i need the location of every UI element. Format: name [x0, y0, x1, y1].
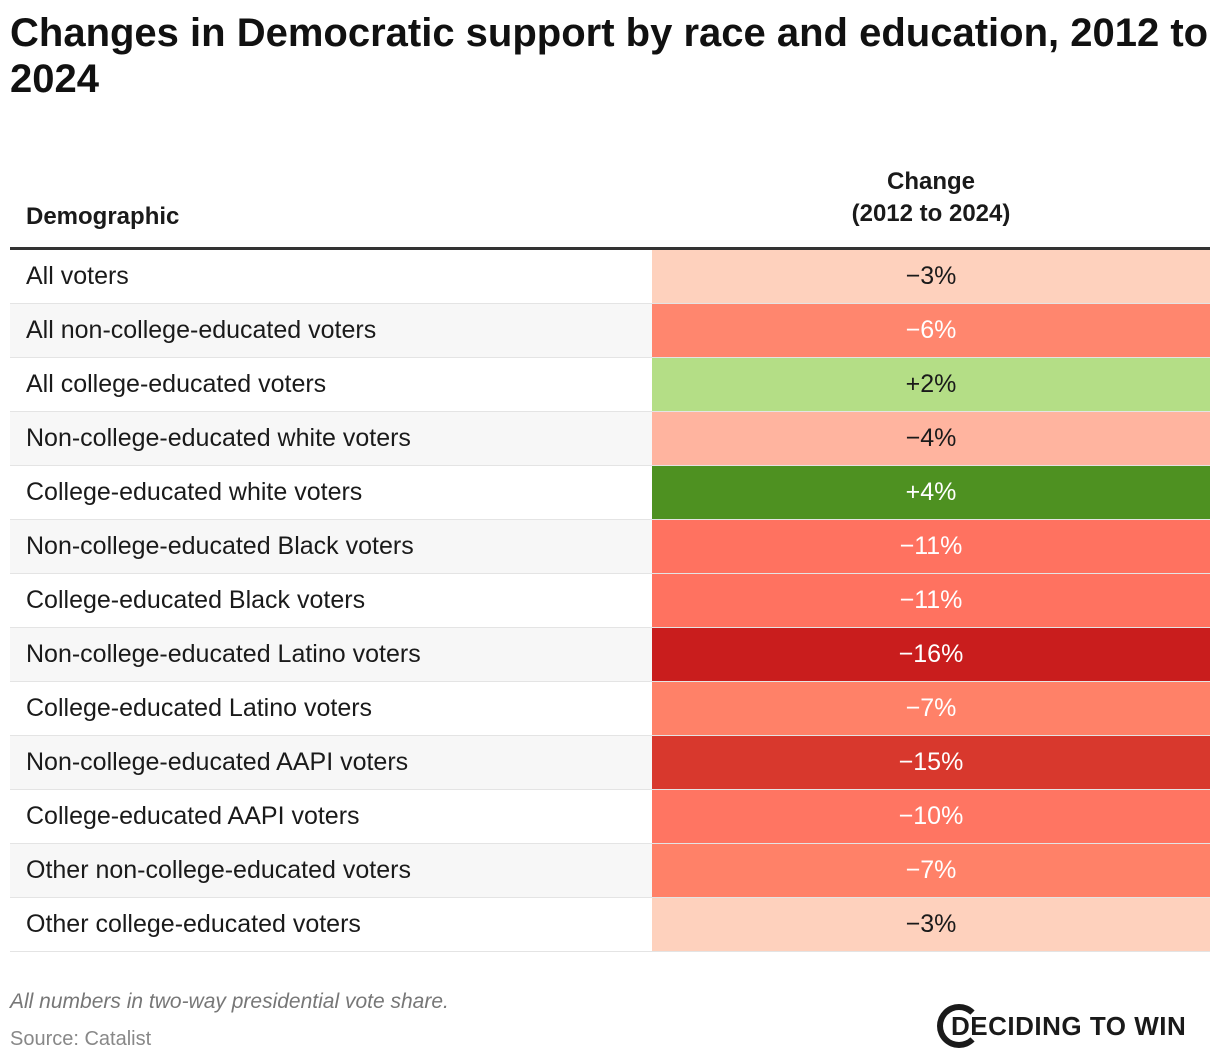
chart-title: Changes in Democratic support by race an…: [10, 11, 1209, 101]
change-cell: −3%: [652, 250, 1210, 303]
deciding-to-win-logo: DECIDING TO WIN: [937, 1004, 1186, 1048]
column-header-change: Change (2012 to 2024): [851, 168, 1011, 227]
change-cell: +2%: [652, 358, 1210, 411]
change-cell: −10%: [652, 790, 1210, 843]
table-row: College-educated AAPI voters −10%: [10, 790, 1210, 844]
data-table: Demographic Change (2012 to 2024) All vo…: [10, 160, 1210, 952]
table-row: All non-college-educated voters −6%: [10, 304, 1210, 358]
row-label: Non-college-educated AAPI voters: [10, 736, 652, 789]
change-cell: −15%: [652, 736, 1210, 789]
table-row: Non-college-educated Latino voters −16%: [10, 628, 1210, 682]
change-cell: −7%: [652, 682, 1210, 735]
change-cell: −11%: [652, 574, 1210, 627]
table-row: Other non-college-educated voters −7%: [10, 844, 1210, 898]
row-label: All voters: [26, 262, 129, 290]
table-row: Non-college-educated AAPI voters −15%: [10, 736, 1210, 790]
table-row: Non-college-educated white voters −4%: [10, 412, 1210, 466]
change-cell: −7%: [652, 844, 1210, 897]
table-row: College-educated Latino voters −7%: [10, 682, 1210, 736]
table-row: Other college-educated voters −3%: [10, 898, 1210, 952]
table-body: All voters −3% All non-college-educated vo…: [10, 250, 1210, 952]
change-cell: +4%: [652, 466, 1210, 519]
footnote: All numbers in two-way presidential vote…: [10, 990, 449, 1013]
row-label: All college-educated voters: [26, 370, 327, 398]
row-label: Other non-college-educated voters: [10, 844, 652, 897]
row-label: Non-college-educated white voters: [10, 412, 652, 465]
table-row: Non-college-educated Black voters −11%: [10, 520, 1210, 574]
logo-ring-icon: [937, 1004, 981, 1048]
row-label: College-educated AAPI voters: [26, 802, 360, 830]
change-cell: −11%: [652, 520, 1210, 573]
row-label: All non-college-educated voters: [10, 304, 652, 357]
row-label: Other college-educated voters: [26, 910, 361, 938]
table-row: All voters −3%: [10, 250, 1210, 304]
column-header-demographic: Demographic: [26, 203, 180, 230]
change-cell: −16%: [652, 628, 1210, 681]
row-label: Non-college-educated Latino voters: [10, 628, 652, 681]
row-label: College-educated Latino voters: [26, 694, 373, 722]
logo-text: DECIDING TO WIN: [951, 1010, 1187, 1041]
change-cell: −3%: [652, 898, 1210, 951]
change-cell: −6%: [652, 304, 1210, 357]
table-row: All college-educated voters +2%: [10, 358, 1210, 412]
row-label: College-educated white voters: [26, 478, 363, 506]
table-row: College-educated Black voters −11%: [10, 574, 1210, 628]
table-header: Demographic Change (2012 to 2024): [10, 160, 1210, 250]
table-row: College-educated white voters +4%: [10, 466, 1210, 520]
change-cell: −4%: [652, 412, 1210, 465]
source: Source: Catalist: [10, 1028, 152, 1050]
row-label: College-educated Black voters: [26, 586, 366, 614]
row-label: Non-college-educated Black voters: [10, 520, 652, 573]
